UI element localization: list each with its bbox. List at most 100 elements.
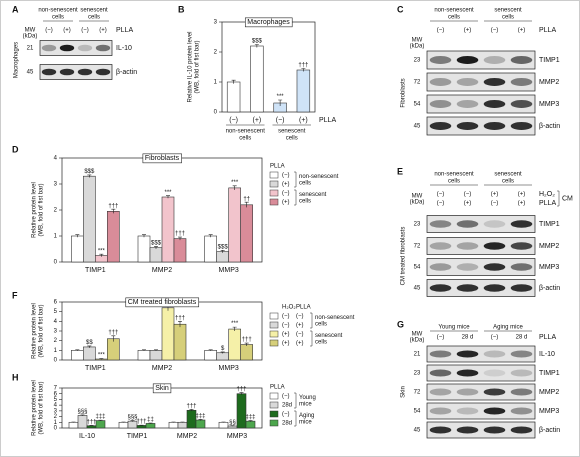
- blot-strip: [426, 421, 536, 439]
- band: [41, 68, 57, 76]
- mw-value: 72: [414, 390, 421, 396]
- lane-label: (+): [518, 201, 526, 207]
- band: [95, 44, 111, 52]
- significance-mark: $$$: [252, 39, 263, 45]
- legend-title: PLLA: [270, 164, 285, 170]
- error-bar: [189, 409, 194, 412]
- protein-label: MMP3: [539, 408, 559, 415]
- lane-label: (+): [99, 28, 107, 34]
- bar: [204, 235, 217, 263]
- protein-label: MMP2: [539, 389, 559, 396]
- bar: [107, 338, 120, 361]
- mw-value: 54: [414, 265, 421, 271]
- error-bar: [231, 79, 236, 84]
- mw-value: 72: [414, 244, 421, 250]
- mw-value: 72: [414, 80, 421, 86]
- group-label: cells: [286, 136, 298, 142]
- legend-label: (−): [282, 191, 290, 197]
- lane-label: (+): [518, 28, 526, 34]
- bar: [226, 81, 241, 113]
- error-bar: [239, 392, 244, 395]
- band: [429, 388, 452, 396]
- lane-label: (−): [491, 335, 499, 341]
- error-bar: [99, 358, 104, 360]
- legend-swatch: [269, 339, 279, 347]
- y-tick-label: 1: [54, 348, 58, 354]
- panel-letter: C: [397, 4, 404, 14]
- error-bar: [80, 414, 85, 416]
- blot-strip: [426, 50, 536, 70]
- error-bar: [154, 246, 158, 249]
- legend-title: H₂O₂: [282, 305, 296, 311]
- legend-group-label: mice: [299, 419, 312, 425]
- bar: [83, 346, 96, 361]
- legend-swatch: [269, 171, 279, 179]
- y-tick-label: 2: [54, 414, 58, 420]
- error-bar: [198, 419, 203, 421]
- significance-mark: ***: [277, 94, 285, 100]
- significance-mark: ‡‡‡: [95, 414, 105, 420]
- chart-title: Skin: [155, 385, 169, 392]
- error-bar: [139, 424, 144, 426]
- panel-letter: F: [12, 290, 18, 300]
- y-axis-label: (WB, fold of fist bar): [39, 183, 45, 236]
- significance-mark: †††: [242, 337, 252, 343]
- group-label: senescent: [494, 8, 522, 14]
- legend-swatch: [269, 392, 279, 400]
- error-bar: [221, 421, 226, 423]
- band: [483, 242, 506, 250]
- chart-title: CM treated fibroblasts: [128, 299, 197, 306]
- error-bar: [111, 208, 116, 214]
- blot-strip: [426, 237, 536, 255]
- bracket-label: CM: [562, 195, 573, 202]
- legend-label: (−): [282, 314, 290, 320]
- band: [429, 369, 452, 377]
- blot-strip: [426, 364, 536, 382]
- x-tick-label: MMP2: [177, 433, 197, 440]
- legend-label: 28d: [282, 421, 292, 427]
- legend-label: (−): [282, 394, 290, 400]
- group-label: senescent: [278, 129, 306, 135]
- chart-title: Macrophages: [247, 19, 290, 26]
- error-bar: [154, 349, 158, 351]
- band: [456, 407, 479, 415]
- error-bar: [71, 421, 76, 423]
- x-tick-label: (−): [229, 117, 238, 124]
- title-background: [142, 153, 182, 164]
- group-label: cells: [448, 179, 460, 185]
- y-tick-label: 4: [54, 156, 58, 162]
- band: [59, 44, 75, 52]
- x-tick-label: MMP3: [219, 267, 239, 274]
- band: [41, 44, 57, 52]
- band: [456, 78, 479, 86]
- band: [510, 100, 533, 108]
- error-bar: [254, 44, 259, 48]
- mw-value: 45: [414, 124, 421, 130]
- bar: [173, 323, 187, 361]
- legend-swatch: [269, 312, 279, 320]
- significance-mark: †††: [175, 315, 185, 321]
- error-bar: [87, 345, 92, 348]
- x-tick-label: (+): [299, 117, 308, 124]
- legend-swatch: [269, 180, 279, 188]
- significance-mark: §§: [229, 420, 236, 426]
- band: [429, 78, 452, 86]
- legend-group-label: cells: [299, 180, 311, 186]
- mw-value: 45: [414, 286, 421, 292]
- legend-label: 28d: [282, 403, 292, 409]
- band: [510, 388, 533, 396]
- legend-label: (+): [296, 341, 304, 347]
- band: [59, 68, 75, 76]
- error-bar: [220, 351, 225, 354]
- legend-swatch: [269, 410, 279, 418]
- significance-mark: ***: [231, 321, 239, 327]
- mw-value: 21: [27, 46, 34, 52]
- error-bar: [232, 326, 237, 331]
- mw-value: 45: [27, 70, 34, 76]
- bar: [218, 421, 229, 429]
- lane-label: 28 d: [516, 335, 528, 341]
- title-background: [244, 17, 293, 28]
- error-bar: [99, 253, 104, 257]
- significance-mark: ***: [98, 248, 106, 254]
- legend-label: (−): [296, 332, 304, 338]
